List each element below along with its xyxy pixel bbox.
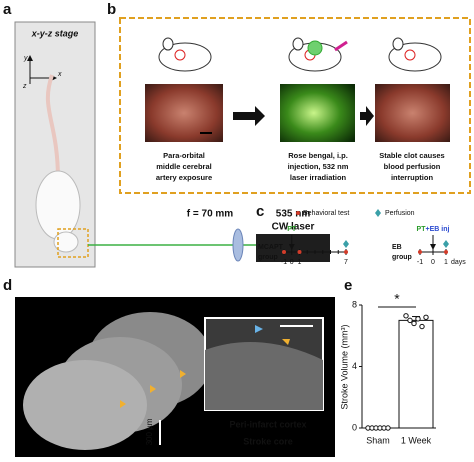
procedure-box xyxy=(119,17,471,194)
laser-label: CW laser xyxy=(272,222,315,233)
behavioral-dot xyxy=(444,250,448,254)
caption: Rose bengal, i.p. xyxy=(288,151,348,160)
bar xyxy=(398,319,434,429)
panel-label: d xyxy=(3,277,12,294)
y-tick-label: 4 xyxy=(352,361,357,371)
data-point xyxy=(385,425,391,431)
behavioral-dot xyxy=(344,250,348,254)
event-part: PT xyxy=(287,226,297,233)
arrowhead xyxy=(255,325,263,333)
data-point xyxy=(423,314,429,320)
y-axis-label: Stroke Volume (mm³) xyxy=(339,324,349,409)
significance-label: * xyxy=(394,291,400,307)
brain-sections xyxy=(23,312,212,450)
panel-label: a xyxy=(3,1,12,18)
laser-label: 535 nm xyxy=(276,209,311,220)
data-point xyxy=(411,320,417,327)
y-tick-label: 8 xyxy=(352,299,357,309)
data-point xyxy=(419,323,425,330)
behavioral-dot xyxy=(297,250,302,254)
tick-label: 0 xyxy=(290,259,294,266)
rat-head xyxy=(53,231,79,253)
y-tick-label: 0 xyxy=(352,422,357,432)
event-label: PT xyxy=(287,226,297,233)
caption: Para-orbital xyxy=(163,151,205,160)
photo xyxy=(375,84,450,142)
event-part: PT xyxy=(417,226,427,233)
caption: interruption xyxy=(391,173,433,182)
lens xyxy=(232,228,244,262)
data-point xyxy=(415,316,421,322)
scale-label: 300 µm xyxy=(145,418,154,445)
axis-letter: x xyxy=(57,71,62,78)
caption: artery exposure xyxy=(156,173,212,182)
mouse-cartoons xyxy=(158,37,442,72)
perfusion-diamond xyxy=(443,240,449,248)
stage-label: x-y-z stage xyxy=(31,28,79,38)
legend-label: Peri-infarct cortex xyxy=(229,419,306,429)
unit-label: days xyxy=(451,259,466,266)
group-label: MCAPT xyxy=(258,244,284,251)
arrowhead xyxy=(282,339,290,345)
event-part: +EB inj xyxy=(426,226,450,233)
caption: injection, 532 nm xyxy=(288,162,349,171)
caption: blood perfusion xyxy=(384,162,441,171)
panel-label: c xyxy=(256,203,264,220)
legend-label: Perfusion xyxy=(385,210,415,217)
data-point xyxy=(407,317,413,324)
panel-label: b xyxy=(107,1,116,18)
perfusion-diamond xyxy=(343,240,349,248)
tick-label: -1 xyxy=(281,259,287,266)
arrow xyxy=(233,106,265,126)
rat-tail xyxy=(45,74,60,181)
photo xyxy=(280,84,355,142)
legend-diamond xyxy=(375,209,381,217)
x-tick-label: 1 Week xyxy=(401,435,432,445)
tick-label: -1 xyxy=(417,259,423,266)
group-label: group xyxy=(392,254,412,261)
legend-label: Stroke core xyxy=(243,436,293,446)
syringe xyxy=(334,40,348,52)
axis-letter: z xyxy=(22,83,27,90)
behavioral-dot xyxy=(418,250,422,254)
tick-label: 7 xyxy=(344,259,348,266)
caption: middle cerebral xyxy=(156,162,211,171)
x-tick-label: Sham xyxy=(366,435,390,445)
region-box xyxy=(57,228,89,258)
group-label: EB xyxy=(392,244,402,251)
data-point xyxy=(403,313,409,319)
arrowhead xyxy=(120,370,186,408)
panel-label: e xyxy=(344,277,352,294)
tick-label: 1 xyxy=(298,259,302,266)
arrow xyxy=(360,106,374,126)
lens-label: f = 70 mm xyxy=(187,209,234,220)
event-label: PT+EB inj xyxy=(417,226,450,233)
tick-label: 0 xyxy=(431,259,435,266)
tick-label: 1 xyxy=(444,259,448,266)
axis-letter: y xyxy=(23,55,28,62)
inset-tissue xyxy=(205,342,323,410)
legend-label: Behavioral test xyxy=(303,210,349,217)
caption: laser irradiation xyxy=(290,173,347,182)
behavioral-dot xyxy=(282,250,286,254)
group-label: group xyxy=(258,254,278,261)
legend-dot xyxy=(296,211,300,215)
caption: Stable clot causes xyxy=(379,151,444,160)
